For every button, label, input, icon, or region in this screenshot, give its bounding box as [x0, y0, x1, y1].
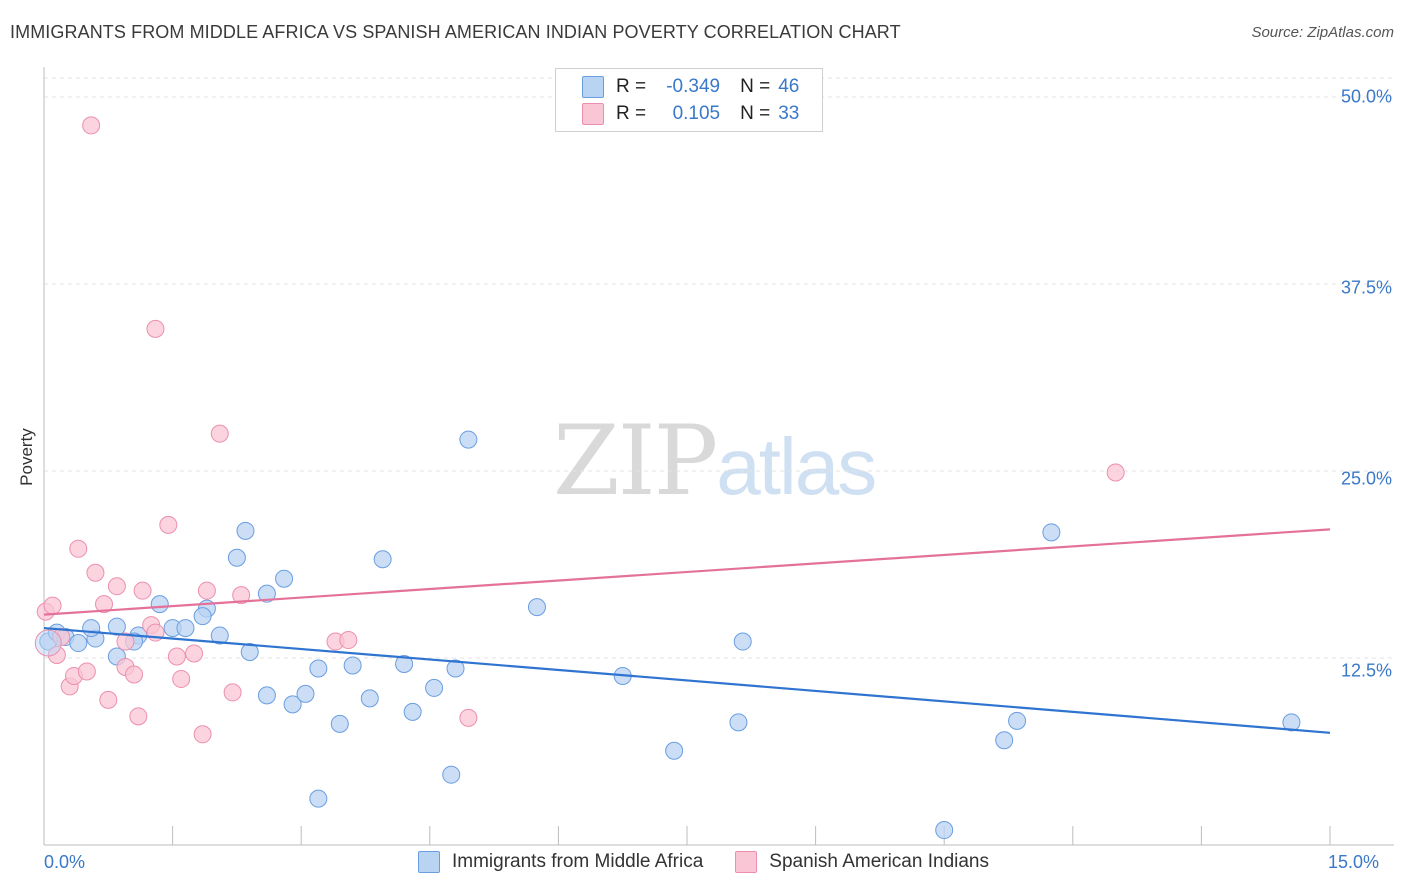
data-point-pink: [107, 577, 126, 596]
data-point-blue: [1042, 523, 1061, 542]
x-tick-label: 0.0%: [44, 852, 86, 872]
data-point-blue: [257, 686, 276, 705]
watermark: ZIPatlas: [553, 405, 877, 517]
data-point-pink: [99, 690, 118, 709]
data-point-pink: [167, 647, 186, 666]
legend-row-pink: R = 0.105 N = 33: [582, 101, 799, 127]
data-point-blue: [527, 598, 546, 617]
legend-swatch-blue: [418, 851, 440, 873]
legend-swatch-blue: [582, 76, 604, 98]
y-tick-label: 50.0%: [1340, 86, 1392, 107]
data-point-blue: [343, 656, 362, 675]
data-point-pink: [133, 581, 152, 600]
data-point-pink: [459, 708, 478, 727]
data-point-blue: [193, 607, 212, 626]
data-point-pink: [125, 665, 144, 684]
trend-line-blue: [43, 626, 1331, 734]
data-point-blue: [236, 521, 255, 540]
data-point-blue: [403, 702, 422, 721]
legend-label-blue: Immigrants from Middle Africa: [452, 851, 704, 872]
legend-n-label: N =: [740, 103, 771, 124]
legend-r-label: R =: [616, 76, 647, 97]
data-point-pink: [146, 319, 165, 338]
data-point-blue: [1282, 713, 1301, 732]
data-point-blue: [176, 619, 195, 638]
data-point-blue: [150, 595, 169, 614]
data-point-pink: [86, 563, 105, 582]
data-point-blue: [446, 659, 465, 678]
data-point-blue: [309, 789, 328, 808]
data-point-blue: [275, 569, 294, 588]
data-point-blue: [69, 634, 88, 653]
data-point-blue: [330, 714, 349, 733]
legend-row-blue: R = -0.349 N = 46: [582, 74, 799, 100]
correlation-legend: R = -0.349 N = 46 R = 0.105 N = 33: [555, 68, 823, 132]
legend-label-pink: Spanish American Indians: [769, 851, 989, 872]
data-point-blue: [283, 695, 302, 714]
legend-n-value: 46: [778, 76, 800, 97]
data-point-pink: [210, 424, 229, 443]
source-label: Source: ZipAtlas.com: [1251, 24, 1394, 41]
data-point-blue: [459, 430, 478, 449]
data-point-pink: [1106, 463, 1125, 482]
data-point-cluster: [34, 629, 62, 657]
trend-line-pink: [43, 528, 1331, 616]
data-point-blue: [373, 550, 392, 569]
data-point-pink: [172, 669, 191, 688]
data-point-blue: [240, 643, 259, 662]
legend-swatch-pink: [735, 851, 758, 873]
data-point-blue: [995, 731, 1014, 750]
data-point-pink: [69, 539, 88, 558]
data-point-blue: [1008, 711, 1027, 730]
y-tick-label: 37.5%: [1340, 277, 1392, 298]
legend-r-label: R =: [616, 103, 647, 124]
series-legend: Immigrants from Middle Africa Spanish Am…: [418, 851, 989, 873]
data-point-blue: [395, 654, 414, 673]
legend-r-value: -0.349: [666, 76, 721, 97]
data-point-blue: [665, 741, 684, 760]
legend-n-value: 33: [778, 103, 800, 124]
data-point-pink: [223, 683, 242, 702]
data-point-pink: [159, 515, 178, 534]
data-point-blue: [729, 713, 748, 732]
data-point-blue: [257, 584, 276, 603]
data-point-blue: [442, 765, 461, 784]
watermark-atlas: atlas: [716, 422, 877, 511]
chart-title: IMMIGRANTS FROM MIDDLE AFRICA VS SPANISH…: [10, 22, 901, 42]
watermark-zip: ZIP: [553, 405, 718, 517]
data-point-pink: [339, 631, 358, 650]
data-point-blue: [309, 659, 328, 678]
y-tick-label: 25.0%: [1340, 468, 1392, 489]
data-point-blue: [296, 684, 315, 703]
legend-n-label: N =: [740, 76, 771, 97]
x-tick-label: 15.0%: [1328, 852, 1380, 872]
data-point-blue: [425, 678, 444, 697]
data-point-pink: [193, 725, 212, 744]
y-tick-label: 12.5%: [1340, 660, 1392, 681]
data-point-pink: [129, 707, 148, 726]
data-point-blue: [360, 689, 379, 708]
data-point-blue: [935, 821, 954, 840]
data-point-blue: [210, 626, 229, 645]
legend-r-value: 0.105: [672, 103, 721, 124]
data-point-pink: [82, 116, 101, 135]
data-point-blue: [82, 619, 101, 638]
data-point-blue: [733, 632, 752, 651]
data-point-pink: [232, 586, 251, 605]
data-point-pink: [197, 581, 216, 600]
data-point-pink: [43, 596, 62, 615]
data-point-pink: [185, 644, 204, 663]
data-point-pink: [116, 632, 135, 651]
data-point-blue: [227, 548, 246, 567]
data-point-pink: [95, 595, 114, 614]
legend-swatch-pink: [582, 103, 604, 125]
data-point-pink: [77, 662, 96, 681]
